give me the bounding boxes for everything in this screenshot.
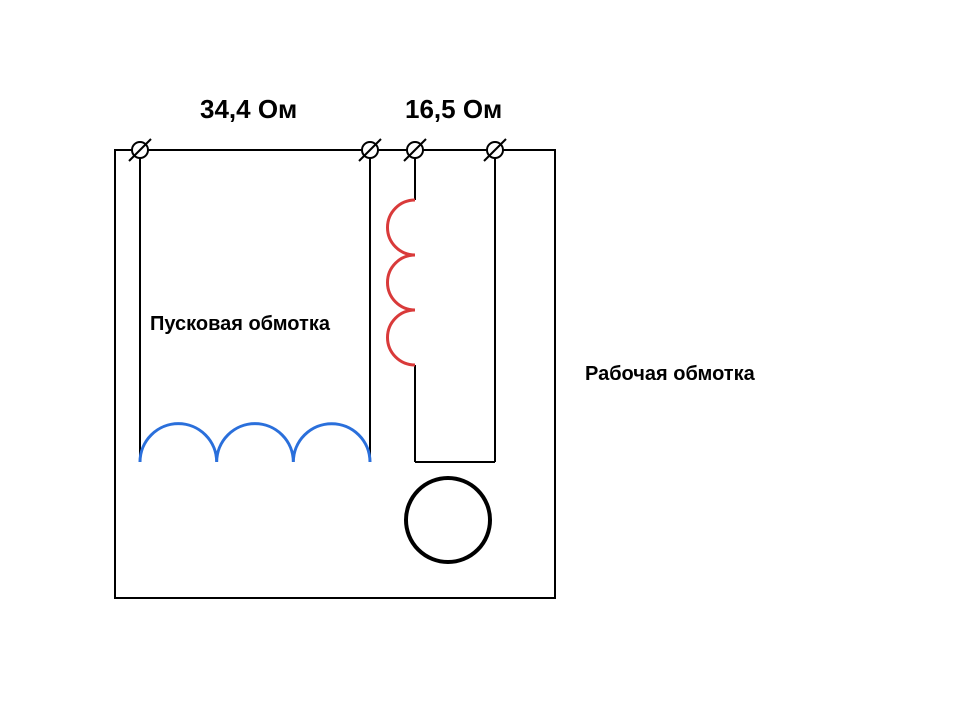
running-winding-coil [388,200,415,365]
rotor-circle [406,478,490,562]
terminal-t3 [404,139,426,161]
resistance-run-label: 16,5 Ом [405,94,502,124]
terminal-t4 [484,139,506,161]
terminal-t1 [129,139,151,161]
starting-winding-label: Пусковая обмотка [150,313,331,335]
running-winding-label: Рабочая обмотка [585,363,756,385]
resistance-start-label: 34,4 Ом [200,94,297,124]
starting-winding-coil [140,424,370,462]
terminal-t2 [359,139,381,161]
